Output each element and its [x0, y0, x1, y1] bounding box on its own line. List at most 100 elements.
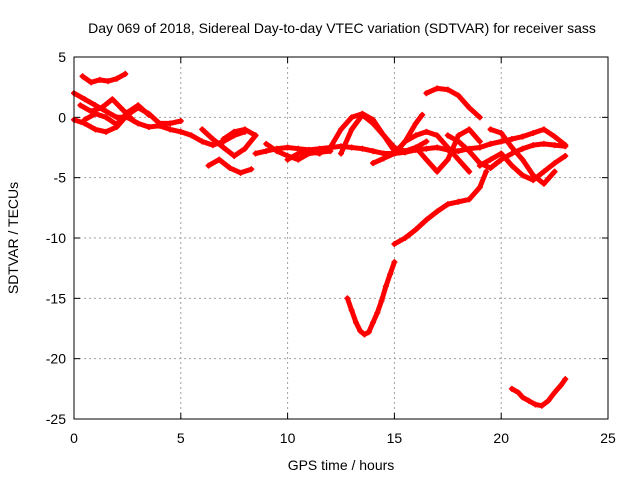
series-arc-18	[476, 150, 569, 184]
data-point	[538, 402, 545, 409]
data-point	[359, 111, 366, 118]
series-trace	[199, 126, 259, 159]
data-point	[103, 128, 110, 135]
data-point	[370, 160, 377, 167]
data-point	[209, 142, 216, 149]
data-point	[167, 126, 174, 133]
data-point	[476, 138, 483, 145]
data-point	[562, 376, 569, 383]
data-point	[124, 109, 131, 116]
x-tick-label: 20	[493, 430, 509, 446]
data-point	[434, 144, 441, 151]
data-point	[444, 201, 451, 208]
y-tick-label: -20	[46, 351, 66, 367]
data-point	[412, 144, 419, 151]
data-point	[466, 148, 473, 155]
data-point	[348, 126, 355, 133]
series-arc-12	[338, 111, 430, 157]
series-arc-20	[344, 259, 398, 338]
data-point	[357, 327, 364, 334]
data-point	[423, 156, 430, 163]
data-point	[263, 148, 270, 155]
data-point	[562, 152, 569, 159]
data-point	[551, 168, 558, 175]
series-trace	[221, 126, 259, 142]
data-point	[412, 132, 419, 139]
data-point	[103, 108, 110, 115]
data-point	[348, 307, 355, 314]
plot-frame	[73, 56, 609, 420]
data-point	[220, 136, 227, 143]
data-point	[167, 120, 174, 127]
data-point	[419, 111, 426, 118]
data-point	[81, 96, 88, 103]
data-point	[252, 150, 259, 157]
x-tick-label: 0	[70, 430, 78, 446]
data-point	[391, 144, 398, 151]
series-arc-22	[508, 376, 569, 409]
data-point	[551, 160, 558, 167]
data-point	[382, 283, 389, 290]
data-point	[113, 121, 120, 128]
data-point	[177, 117, 184, 124]
y-tick-label: -25	[46, 411, 66, 427]
data-point	[370, 148, 377, 155]
data-point	[551, 133, 558, 140]
series-arc-5	[81, 102, 152, 128]
data-point	[387, 271, 394, 278]
x-tick-label: 10	[280, 430, 296, 446]
data-point	[113, 75, 120, 82]
data-point	[391, 259, 398, 266]
series-trace	[423, 85, 483, 120]
data-point	[370, 319, 377, 326]
data-point	[508, 385, 515, 392]
data-point	[498, 130, 505, 137]
series-trace	[391, 169, 489, 247]
data-point	[423, 145, 430, 152]
data-point	[487, 140, 494, 147]
y-tick-label: -10	[46, 230, 66, 246]
data-point	[412, 120, 419, 127]
series-arc-21	[391, 168, 490, 248]
data-point	[109, 96, 116, 103]
data-point	[519, 156, 526, 163]
data-point	[540, 180, 547, 187]
data-point	[455, 138, 462, 145]
data-point	[98, 104, 105, 111]
data-point	[316, 150, 323, 157]
data-point	[380, 155, 387, 162]
data-point	[519, 172, 526, 179]
data-point	[113, 114, 120, 121]
grid	[73, 56, 609, 420]
data-point	[122, 70, 129, 77]
data-point	[508, 162, 515, 169]
series-arc-16	[423, 85, 483, 121]
x-tick-label: 5	[177, 430, 185, 446]
data-point	[338, 126, 344, 133]
data-point	[79, 73, 86, 80]
data-point	[444, 156, 451, 163]
data-point	[444, 86, 451, 93]
data-point	[412, 226, 419, 233]
data-point	[508, 136, 515, 143]
data-point	[434, 208, 441, 215]
data-point	[519, 133, 526, 140]
data-point	[135, 120, 142, 127]
series-trace	[80, 71, 128, 85]
data-point	[487, 126, 494, 133]
data-point	[92, 110, 99, 117]
data-point	[434, 168, 441, 175]
x-axis-label: GPS time / hours	[288, 457, 395, 473]
series-trace	[391, 112, 425, 156]
series-arc-14	[391, 111, 426, 157]
x-tick-label: 15	[387, 430, 403, 446]
data-point	[380, 132, 387, 139]
data-point	[361, 331, 368, 338]
data-point	[359, 145, 366, 152]
series-arc-7	[199, 126, 259, 159]
data-point	[231, 128, 238, 135]
data-point	[135, 102, 142, 109]
data-point	[466, 126, 473, 133]
y-tick-labels: 5 0 -5 -10 -15 -20 -25	[46, 49, 66, 427]
